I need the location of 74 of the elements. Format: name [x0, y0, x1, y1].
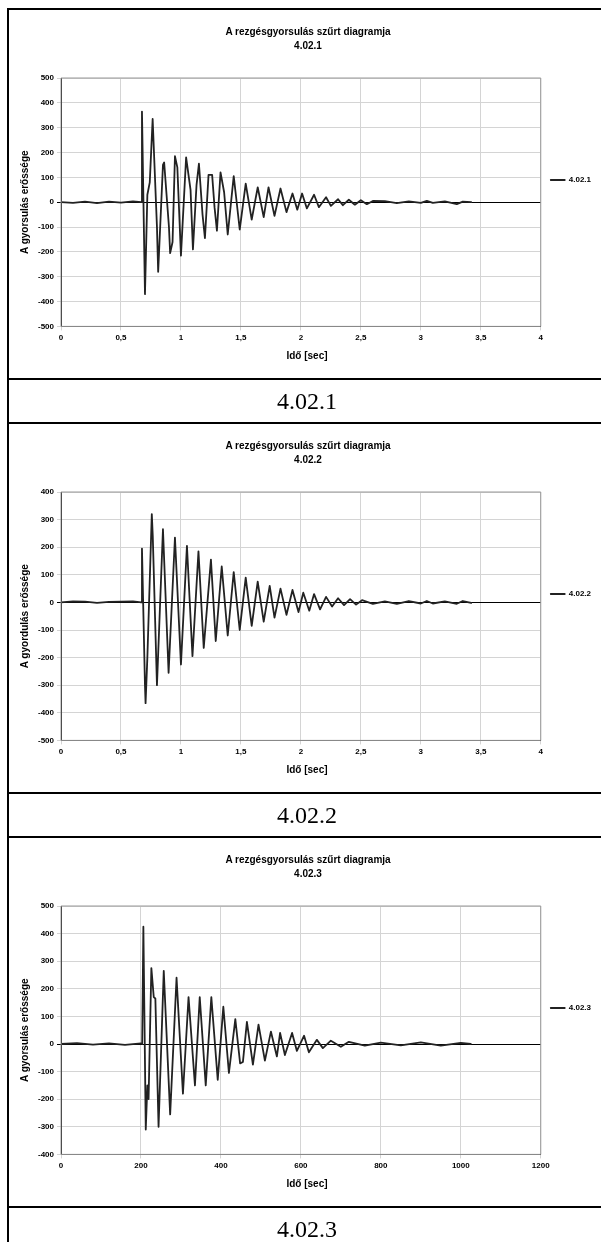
x-tick-label: 1200 — [531, 1161, 551, 1171]
y-tick-label: 400 — [40, 98, 55, 108]
y-tick-label: 500 — [40, 73, 55, 83]
x-tick-label: 3 — [418, 333, 424, 343]
y-tick-label: -300 — [38, 1122, 55, 1131]
x-tick-label: 400 — [214, 1161, 229, 1171]
chart-title: A rezgésgyorsulás szűrt diagramja — [225, 25, 392, 37]
y-tick-label: 500 — [40, 901, 55, 911]
y-tick-label: -200 — [38, 247, 55, 257]
x-tick-label: 2,5 — [355, 333, 367, 343]
y-tick-label: 400 — [40, 487, 55, 497]
y-tick-label: 100 — [40, 570, 55, 579]
x-tick-label: 1 — [178, 747, 184, 757]
y-tick-label: -200 — [38, 652, 55, 662]
y-tick-label: -200 — [38, 1094, 55, 1104]
y-tick-label: 300 — [40, 122, 55, 132]
x-tick-label: 0 — [58, 747, 64, 757]
y-tick-label: -100 — [38, 222, 55, 232]
legend-label: 4.02.3 — [568, 1003, 592, 1013]
text: 4.02.1 — [9, 378, 601, 422]
x-tick-label: 600 — [294, 1161, 309, 1171]
y-tick-label: 300 — [40, 514, 55, 524]
y-tick-label: 200 — [40, 984, 55, 993]
chart-subtitle: 4.02.1 — [294, 39, 323, 51]
x-tick-label: 2 — [298, 333, 304, 343]
y-tick-label: -500 — [38, 321, 55, 331]
x-tick-label: 4 — [538, 333, 544, 343]
legend-label: 4.02.2 — [568, 589, 592, 599]
x-tick-label: 3,5 — [475, 747, 487, 757]
x-tick-label: 0,5 — [115, 333, 128, 343]
text: 4.02.3 — [9, 1206, 601, 1242]
x-tick-label: 0,5 — [115, 747, 128, 757]
x-tick-label: 800 — [374, 1161, 389, 1171]
chart-title: A rezgésgyorsulás szűrt diagramja — [225, 853, 392, 865]
y-tick-label: 100 — [40, 1011, 55, 1021]
chart-subtitle: 4.02.3 — [294, 867, 323, 879]
chart-title: A rezgésgyorsulás szűrt diagramja — [225, 439, 392, 451]
x-tick-label: 4 — [538, 747, 544, 757]
x-tick-label: 3 — [418, 747, 424, 757]
chart-subtitle: 4.02.2 — [294, 453, 323, 465]
y-axis-title: A gyorsulás erőssége — [18, 977, 30, 1082]
y-tick-label: -100 — [38, 1066, 55, 1076]
x-tick-label: 3,5 — [475, 333, 487, 343]
y-axis-title: A gyordulás erőssége — [18, 563, 30, 669]
y-tick-label: 400 — [40, 928, 55, 938]
x-tick-label: 200 — [134, 1161, 149, 1171]
y-tick-label: 0 — [49, 597, 55, 607]
y-tick-label: -300 — [38, 271, 55, 281]
x-tick-label: 2,5 — [355, 747, 367, 757]
y-tick-label: -400 — [38, 1149, 55, 1159]
x-tick-label: 0 — [58, 1161, 64, 1171]
x-tick-label: 1000 — [451, 1161, 471, 1171]
y-tick-label: -400 — [38, 296, 55, 306]
y-tick-label: 200 — [40, 542, 55, 552]
y-tick-label: -500 — [38, 735, 55, 745]
text: 4.02.2 — [9, 792, 601, 836]
x-tick-label: 0 — [58, 333, 64, 343]
x-axis-title: Idő [sec] — [285, 764, 329, 777]
x-axis-title: Idő [sec] — [285, 1178, 329, 1191]
x-axis-title: Idő [sec] — [285, 350, 329, 363]
x-tick-label: 1,5 — [235, 747, 248, 757]
y-tick-label: 0 — [49, 1039, 55, 1049]
y-tick-label: -100 — [38, 625, 55, 635]
x-tick-label: 2 — [298, 747, 304, 757]
y-tick-label: 0 — [49, 197, 55, 207]
y-tick-label: 100 — [40, 172, 55, 182]
y-tick-label: 200 — [40, 147, 55, 157]
y-tick-label: -400 — [38, 708, 55, 717]
y-tick-label: -300 — [38, 680, 55, 690]
x-tick-label: 1,5 — [235, 333, 248, 343]
x-tick-label: 1 — [178, 333, 184, 343]
legend-label: 4.02.1 — [568, 175, 592, 185]
y-tick-label: 300 — [40, 956, 55, 966]
y-axis-title: A gyorsulás erőssége — [18, 149, 30, 254]
